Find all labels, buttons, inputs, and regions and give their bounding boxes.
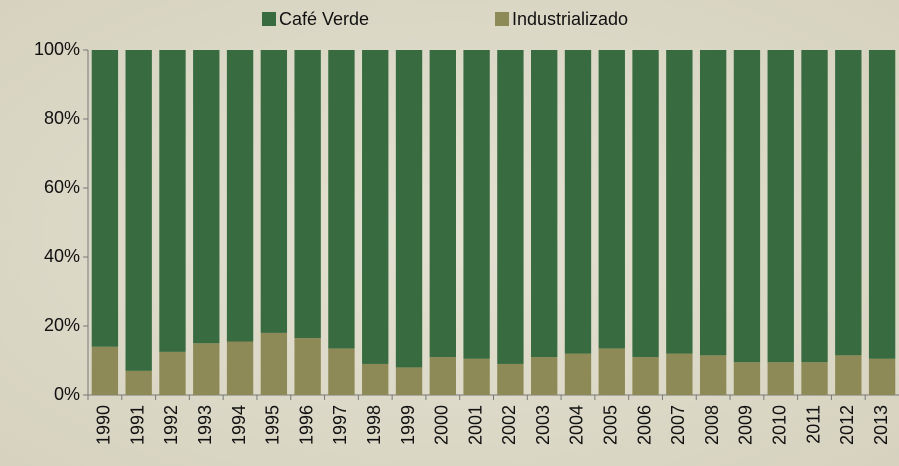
bar-segment: [598, 348, 625, 395]
bar-segment: [767, 362, 794, 395]
x-tick-label: 2006: [634, 405, 654, 445]
bar-segment: [801, 362, 828, 395]
y-tick-label: 60%: [44, 177, 80, 197]
legend-label: Café Verde: [279, 9, 369, 29]
bar-segment: [395, 50, 423, 368]
bar-segment: [598, 50, 625, 349]
bar-segment: [328, 348, 355, 395]
x-tick-label: 1990: [94, 405, 114, 445]
x-tick-label: 1991: [127, 405, 147, 445]
x-tick-label: 2000: [432, 405, 452, 445]
x-tick-label: 2012: [837, 405, 857, 445]
bar-segment: [733, 50, 761, 363]
bar-segment: [125, 50, 152, 371]
x-tick-label: 1995: [263, 405, 283, 445]
x-tick-label: 2004: [567, 405, 587, 445]
bar-segment: [91, 346, 119, 395]
bar-segment: [699, 355, 727, 395]
bar-segment: [531, 357, 558, 395]
bar-segment: [699, 50, 727, 356]
y-tick-label: 20%: [44, 315, 80, 335]
x-tick-label: 2009: [736, 405, 756, 445]
bar-segment: [767, 50, 794, 363]
bar-segment: [835, 355, 862, 395]
y-tick-label: 0%: [54, 384, 80, 404]
legend-swatch: [495, 12, 509, 26]
x-tick-label: 2011: [803, 405, 823, 444]
bar-segment: [801, 50, 828, 363]
legend-swatch: [262, 12, 276, 26]
bar-segment: [260, 332, 288, 395]
bar-segment: [226, 50, 254, 342]
bar-segment: [564, 50, 592, 354]
bar-segment: [497, 363, 524, 395]
x-tick-label: 2001: [465, 405, 485, 445]
x-tick-label: 1997: [330, 405, 350, 445]
bar-segment: [125, 370, 152, 395]
bar-segment: [564, 353, 592, 395]
bar-segment: [497, 50, 524, 364]
bar-segment: [429, 357, 456, 395]
y-tick-label: 40%: [44, 246, 80, 266]
bar-segment: [294, 50, 321, 339]
bar-segment: [632, 50, 659, 358]
legend-label: Industrializado: [512, 9, 628, 29]
bar-segment: [463, 358, 490, 395]
bar-segment: [260, 50, 288, 333]
bar-segment: [868, 358, 896, 395]
x-tick-label: 2013: [871, 405, 891, 445]
bar-segment: [159, 50, 186, 352]
x-tick-label: 1999: [398, 405, 418, 445]
bar-segment: [835, 50, 862, 356]
x-tick-label: 1992: [161, 405, 181, 445]
bar-segment: [328, 50, 355, 349]
bar-segment: [395, 367, 423, 395]
bar-segment: [294, 338, 321, 395]
x-tick-label: 2003: [533, 405, 553, 445]
bar-segment: [159, 351, 186, 395]
x-tick-label: 1993: [195, 405, 215, 445]
bar-segment: [632, 357, 659, 395]
y-tick-label: 80%: [44, 108, 80, 128]
bar-segment: [193, 50, 220, 344]
bar-segment: [226, 341, 254, 395]
bar-segment: [868, 50, 896, 359]
x-tick-label: 1996: [296, 405, 316, 445]
bar-segment: [362, 363, 389, 395]
bar-segment: [193, 343, 220, 395]
bar-segment: [531, 50, 558, 358]
bar-segment: [362, 50, 389, 364]
y-tick-label: 100%: [34, 39, 80, 59]
bar-segment: [733, 362, 761, 395]
bar-segment: [666, 353, 693, 395]
bar-segment: [91, 50, 119, 347]
bar-segment: [666, 50, 693, 354]
x-tick-label: 2008: [702, 405, 722, 445]
x-tick-label: 2010: [769, 405, 789, 445]
bar-segment: [463, 50, 490, 359]
bar-segment: [429, 50, 456, 358]
x-tick-label: 2007: [668, 405, 688, 445]
x-tick-label: 1998: [364, 405, 384, 445]
x-tick-label: 1994: [229, 405, 249, 445]
x-tick-label: 2005: [601, 405, 621, 445]
x-tick-label: 2002: [499, 405, 519, 445]
